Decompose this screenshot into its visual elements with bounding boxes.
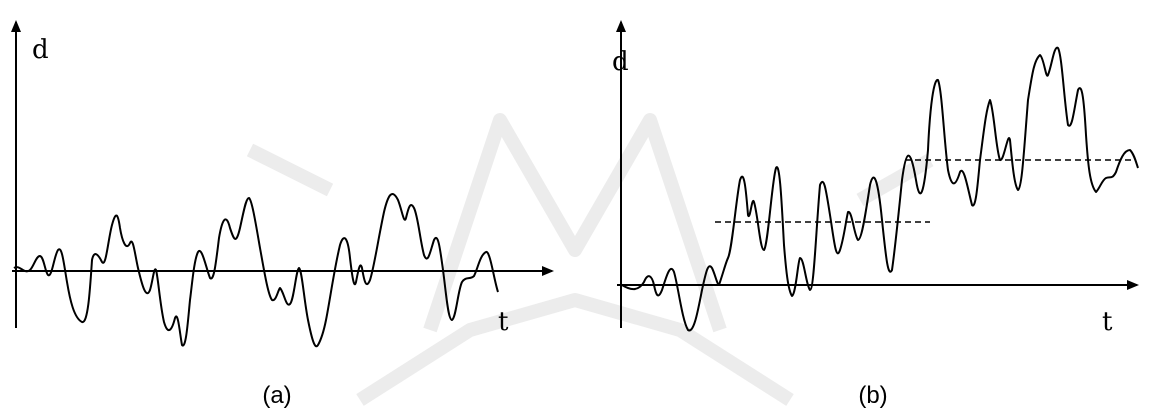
caption-a: (a) bbox=[262, 382, 292, 409]
x-axis-label: t bbox=[498, 307, 509, 337]
y-axis-label: d bbox=[32, 35, 49, 65]
caption-b: (b) bbox=[858, 382, 888, 409]
panel-a: d t bbox=[11, 20, 554, 348]
panel-b: d t bbox=[612, 20, 1139, 337]
signal-curve bbox=[13, 193, 499, 348]
signal-curve bbox=[621, 46, 1139, 332]
y-axis-label: d bbox=[612, 47, 629, 77]
x-axis-label: t bbox=[1102, 307, 1113, 337]
